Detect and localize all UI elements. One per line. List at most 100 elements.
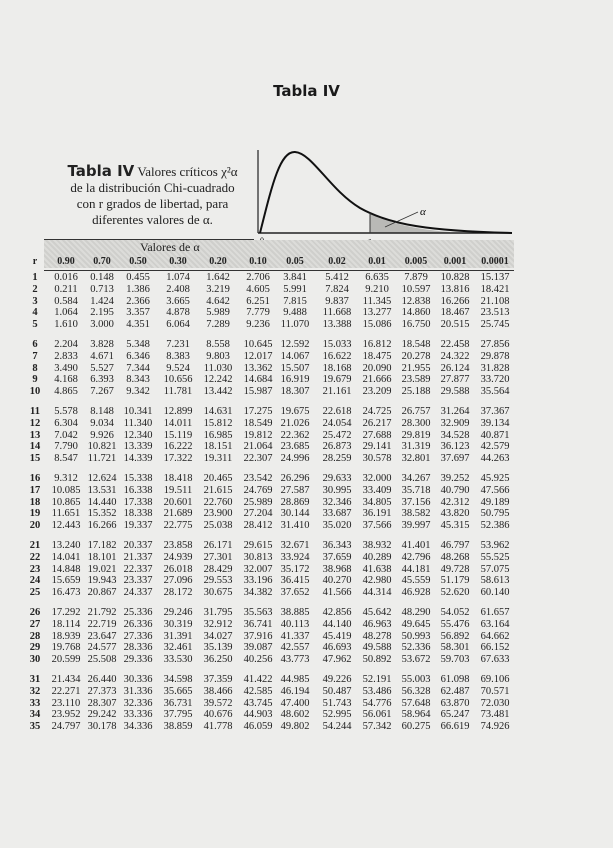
table-cell: 24.996 bbox=[280, 453, 310, 465]
table-cell: 32.000 bbox=[362, 473, 392, 484]
table-cell: 32.336 bbox=[123, 697, 153, 709]
table-cell: 40.270 bbox=[322, 575, 352, 587]
table-cell: 50.487 bbox=[322, 685, 352, 697]
table-cell: 5.527 bbox=[90, 362, 114, 374]
row-label: 11 bbox=[30, 406, 40, 417]
table-cell: 25.508 bbox=[87, 654, 117, 666]
row-label: 32 bbox=[29, 685, 41, 697]
table-cell: 52.386 bbox=[480, 520, 510, 532]
row-label: 33 bbox=[29, 697, 41, 709]
table-cell: 30.178 bbox=[87, 721, 117, 733]
table-cell: 0.713 bbox=[90, 283, 114, 295]
table-cell: 18.421 bbox=[480, 283, 510, 295]
table-cell: 5.412 bbox=[325, 272, 349, 283]
table-cell: 29.553 bbox=[203, 575, 233, 587]
table-cell: 7.231 bbox=[166, 339, 190, 350]
table-cell: 1.064 bbox=[54, 307, 78, 319]
table-cell: 36.343 bbox=[322, 540, 352, 551]
table-cell: 26.757 bbox=[401, 406, 431, 417]
table-cell: 27.204 bbox=[243, 508, 273, 520]
table-cell: 38.932 bbox=[362, 540, 392, 551]
row-label: 23 bbox=[29, 563, 41, 575]
table-cell: 23.110 bbox=[51, 697, 81, 709]
table-cell: 27.096 bbox=[163, 575, 193, 587]
row-label: 25 bbox=[29, 587, 41, 599]
table-cell: 28.259 bbox=[322, 453, 352, 465]
table-cell: 63.870 bbox=[440, 697, 470, 709]
table-cell: 0.455 bbox=[126, 272, 150, 283]
table-cell: 23.513 bbox=[480, 307, 510, 319]
table-cell: 30.578 bbox=[362, 453, 392, 465]
table-cell: 43.745 bbox=[243, 697, 273, 709]
column-header: 0.20 bbox=[209, 256, 227, 267]
table-cell: 25.038 bbox=[203, 520, 233, 532]
table-cell: 27.336 bbox=[123, 630, 153, 642]
table-cell: 52.995 bbox=[322, 709, 352, 721]
table-cell: 9.488 bbox=[283, 307, 307, 319]
table-cell: 23.858 bbox=[163, 540, 193, 551]
table-cell: 48.278 bbox=[362, 630, 392, 642]
table-cell: 41.337 bbox=[280, 630, 310, 642]
column-header: 0.90 bbox=[57, 256, 75, 267]
table-cell: 26.018 bbox=[163, 563, 193, 575]
table-cell: 58.613 bbox=[480, 575, 510, 587]
row-label: 31 bbox=[29, 674, 41, 685]
table-cell: 35.563 bbox=[243, 607, 273, 618]
row-label: 2 bbox=[32, 283, 38, 295]
table-cell: 10.341 bbox=[123, 406, 153, 417]
table-cell: 17.322 bbox=[163, 453, 193, 465]
table-cell: 67.633 bbox=[480, 654, 510, 666]
table-cell: 9.926 bbox=[90, 429, 114, 441]
table-cell: 27.587 bbox=[280, 484, 310, 496]
table-cell: 46.693 bbox=[322, 642, 352, 654]
table-cell: 70.571 bbox=[480, 685, 510, 697]
table-cell: 4.642 bbox=[206, 295, 230, 307]
table-cell: 55.476 bbox=[440, 618, 470, 630]
table-cell: 13.362 bbox=[243, 362, 273, 374]
table-cell: 20.278 bbox=[401, 350, 431, 362]
table-cell: 12.443 bbox=[51, 520, 81, 532]
table-cell: 24.577 bbox=[87, 642, 117, 654]
table-cell: 57.648 bbox=[401, 697, 431, 709]
alpha-leader bbox=[384, 211, 419, 228]
table-cell: 14.440 bbox=[87, 496, 117, 508]
table-cell: 23.209 bbox=[362, 386, 392, 398]
table-cell: 30.319 bbox=[163, 618, 193, 630]
table-cell: 36.741 bbox=[243, 618, 273, 630]
table-cell: 21.955 bbox=[401, 362, 431, 374]
table-caption: Tabla IV Valores críticos χ²α de la dist… bbox=[45, 163, 260, 228]
table-cell: 38.466 bbox=[203, 685, 233, 697]
table-cell: 12.017 bbox=[243, 350, 273, 362]
table-cell: 60.275 bbox=[401, 721, 431, 733]
table-cell: 45.315 bbox=[440, 520, 470, 532]
table-cell: 4.671 bbox=[90, 350, 114, 362]
row-label: 26 bbox=[29, 607, 41, 618]
table-cell: 27.688 bbox=[362, 429, 392, 441]
table-cell: 52.336 bbox=[401, 642, 431, 654]
table-cell: 20.867 bbox=[87, 587, 117, 599]
table-cell: 14.011 bbox=[163, 417, 193, 429]
row-label: 17 bbox=[29, 484, 41, 496]
table-cell: 36.250 bbox=[203, 654, 233, 666]
table-cell: 33.530 bbox=[163, 654, 193, 666]
table-cell: 0.016 bbox=[54, 272, 78, 283]
table-cell: 8.343 bbox=[126, 374, 150, 386]
table-cell: 33.336 bbox=[123, 709, 153, 721]
table-cell: 50.892 bbox=[362, 654, 392, 666]
row-label: 20 bbox=[29, 520, 41, 532]
table-cell: 1.642 bbox=[206, 272, 230, 283]
table-cell: 48.290 bbox=[401, 607, 431, 618]
table-cell: 21.108 bbox=[480, 295, 510, 307]
density-curve bbox=[259, 150, 513, 234]
page-title: Tabla IV bbox=[273, 82, 340, 100]
table-cell: 31.391 bbox=[163, 630, 193, 642]
table-cell: 42.585 bbox=[243, 685, 273, 697]
table-cell: 30.995 bbox=[322, 484, 352, 496]
table-cell: 48.602 bbox=[280, 709, 310, 721]
table-cell: 32.912 bbox=[203, 618, 233, 630]
table-cell: 61.098 bbox=[440, 674, 470, 685]
row-label: 1 bbox=[32, 272, 38, 283]
table-cell: 34.382 bbox=[243, 587, 273, 599]
table-cell: 46.059 bbox=[243, 721, 273, 733]
table-cell: 39.572 bbox=[203, 697, 233, 709]
